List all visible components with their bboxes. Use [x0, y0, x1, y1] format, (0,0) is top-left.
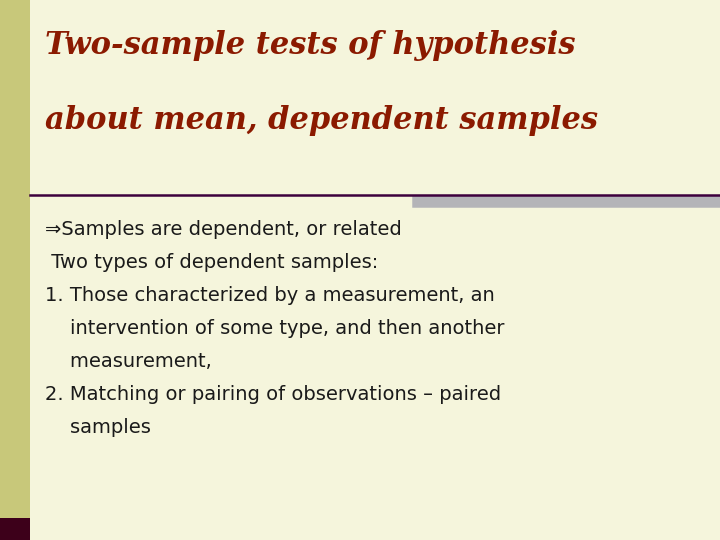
- Text: 1. Those characterized by a measurement, an: 1. Those characterized by a measurement,…: [45, 286, 495, 305]
- Text: samples: samples: [45, 418, 151, 437]
- Text: ⇒Samples are dependent, or related: ⇒Samples are dependent, or related: [45, 220, 402, 239]
- Text: Two types of dependent samples:: Two types of dependent samples:: [45, 253, 378, 272]
- Text: about mean, dependent samples: about mean, dependent samples: [45, 105, 598, 136]
- Text: Two-sample tests of hypothesis: Two-sample tests of hypothesis: [45, 30, 575, 61]
- Text: measurement,: measurement,: [45, 352, 212, 371]
- Text: 2. Matching or pairing of observations – paired: 2. Matching or pairing of observations –…: [45, 385, 501, 404]
- Bar: [0, 518, 30, 540]
- Bar: [0, 0, 30, 540]
- Text: intervention of some type, and then another: intervention of some type, and then anot…: [45, 319, 505, 338]
